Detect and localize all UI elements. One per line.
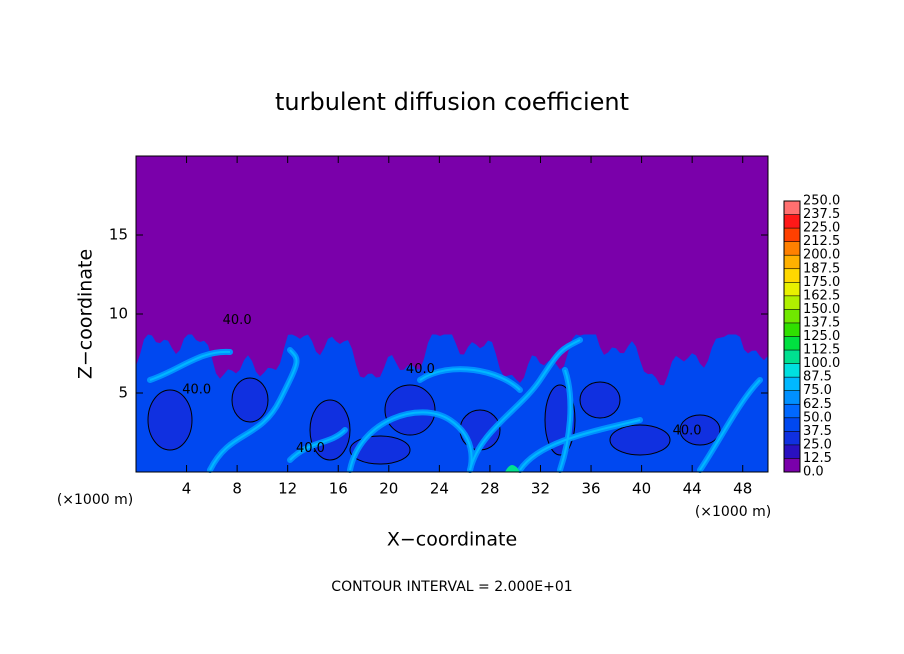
x-unit: (×1000 m)	[695, 504, 771, 520]
contour-label: 40.0	[406, 362, 435, 377]
contour-label: 40.0	[182, 382, 211, 397]
colorbar-label: 175.0	[803, 275, 840, 290]
x-tick-label: 36	[581, 480, 600, 498]
field-streak-core	[419, 368, 521, 391]
x-tick-label: 24	[430, 480, 449, 498]
x-tick-label: 8	[232, 480, 242, 498]
colorbar-label: 125.0	[803, 329, 840, 344]
colorbar-label: 12.5	[803, 451, 832, 466]
colorbar-label: 162.5	[803, 288, 840, 303]
contour-label: 40.0	[223, 313, 252, 328]
footer: CONTOUR INTERVAL = 2.000E+01	[331, 579, 572, 595]
x-tick-label: 28	[480, 480, 499, 498]
y-axis-label: Z−coordinate	[75, 249, 97, 379]
colorbar-label: 100.0	[803, 356, 840, 371]
chart-title: turbulent diffusion coefficient	[275, 88, 629, 116]
colorbar-band	[784, 458, 800, 472]
field-blob	[231, 377, 269, 423]
field-hotspot	[505, 465, 520, 472]
contour-field	[136, 156, 768, 473]
colorbar-band	[784, 377, 800, 391]
colorbar-label: 75.0	[803, 383, 832, 398]
colorbar-band	[784, 404, 800, 418]
colorbar-band	[784, 309, 800, 323]
colorbar-label: 225.0	[803, 221, 840, 236]
colorbar-band	[784, 350, 800, 364]
field-blob	[609, 424, 671, 456]
field-streak-core	[699, 379, 761, 471]
x-tick-label: 4	[182, 480, 192, 498]
x-tick-label: 16	[329, 480, 348, 498]
colorbar-band	[784, 390, 800, 405]
field-blob	[147, 389, 193, 451]
contour-label: 40.0	[673, 423, 702, 438]
colorbar-band	[784, 268, 800, 283]
colorbar-label: 25.0	[803, 437, 832, 452]
field-streak-core	[519, 419, 641, 471]
colorbar-band	[784, 444, 800, 459]
colorbar-band	[784, 336, 800, 351]
field-streak-core	[349, 411, 473, 471]
colorbar-label: 0.0	[803, 465, 824, 480]
x-tick-label: 12	[278, 480, 297, 498]
x-tick-label: 20	[379, 480, 398, 498]
colorbar-label: 150.0	[803, 302, 840, 317]
field-streak-core	[469, 339, 581, 471]
colorbar-band	[784, 322, 800, 337]
colorbar-band	[784, 241, 800, 256]
colorbar-label: 37.5	[803, 424, 832, 439]
colorbar-label: 112.5	[803, 343, 840, 358]
colorbar-label: 250.0	[803, 194, 840, 209]
x-tick-label: 32	[531, 480, 550, 498]
x-tick-label: 40	[632, 480, 651, 498]
colorbar-band	[784, 255, 800, 269]
y-unit: (×1000 m)	[57, 492, 133, 508]
field-blob	[679, 414, 721, 446]
colorbar-band	[784, 228, 800, 242]
colorbar-band	[784, 363, 800, 378]
colorbar-band	[784, 417, 800, 432]
colorbar-label: 50.0	[803, 410, 832, 425]
field-streak-core	[149, 350, 231, 381]
y-tick-label: 5	[118, 384, 128, 402]
colorbar-label: 62.5	[803, 397, 832, 412]
colorbar-band	[784, 282, 800, 296]
x-tick-label: 44	[683, 480, 702, 498]
field-streak-core	[289, 429, 346, 461]
colorbar-label: 87.5	[803, 370, 832, 385]
colorbar-label: 200.0	[803, 248, 840, 263]
colorbar-band	[784, 214, 800, 229]
x-axis-label: X−coordinate	[387, 529, 517, 551]
y-tick-label: 10	[109, 305, 128, 323]
field-blob	[579, 381, 621, 419]
x-tick-label: 48	[733, 480, 752, 498]
colorbar-band	[784, 201, 800, 215]
colorbar-label: 187.5	[803, 261, 840, 276]
y-tick-label: 15	[109, 226, 128, 244]
field-streak-core	[209, 349, 298, 471]
colorbar-label: 137.5	[803, 315, 840, 330]
colorbar-band	[784, 431, 800, 445]
field-blob	[384, 384, 436, 436]
field-streak-core	[559, 369, 572, 471]
colorbar-label: 212.5	[803, 234, 840, 249]
colorbar-label: 237.5	[803, 207, 840, 222]
colorbar-band	[784, 295, 800, 310]
contour-label: 40.0	[296, 441, 325, 456]
